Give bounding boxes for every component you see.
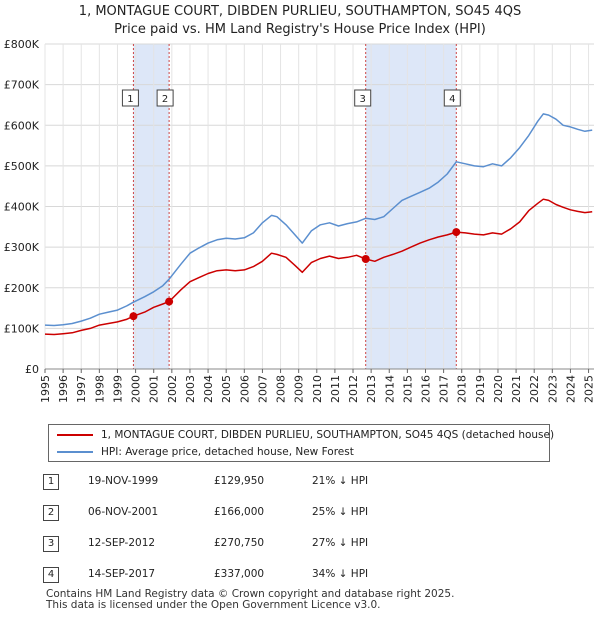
x-tick-label: 2017 (438, 375, 451, 403)
transaction-number: 2 (43, 505, 59, 521)
transaction-hpi-diff: 27% ↓ HPI (312, 537, 369, 549)
x-tick-label: 1997 (75, 375, 88, 403)
transaction-price: £166,000 (214, 506, 265, 518)
x-tick-label: 2015 (401, 375, 414, 403)
y-tick-label: £300K (4, 241, 40, 254)
sale-number-label: 2 (162, 94, 168, 105)
y-tick-label: £700K (4, 79, 40, 92)
hpi-line (44, 113, 593, 327)
y-tick-label: £100K (4, 322, 40, 335)
x-tick-label: 2011 (329, 375, 342, 403)
transaction-price: £337,000 (214, 568, 265, 580)
transaction-price: £129,950 (214, 475, 265, 487)
y-tick-label: £600K (4, 119, 40, 132)
transaction-date: 12-SEP-2012 (88, 537, 156, 549)
x-tick-label: 2002 (166, 375, 179, 403)
table-row: 4 14-SEP-2017 £337,000 34% ↓ HPI (0, 565, 600, 587)
x-tick-label: 1998 (93, 375, 106, 403)
sale-number-label: 4 (449, 94, 455, 105)
x-tick-label: 2025 (583, 375, 596, 403)
transaction-hpi-diff: 21% ↓ HPI (312, 475, 369, 487)
sale-point (129, 312, 138, 321)
x-tick-label: 2008 (275, 375, 288, 403)
sale-point (165, 297, 174, 306)
x-tick-label: 2020 (492, 375, 505, 403)
x-tick-label: 2013 (365, 375, 378, 403)
x-tick-label: 2004 (202, 375, 215, 403)
legend-swatch-hpi (57, 451, 93, 453)
table-row: 3 12-SEP-2012 £270,750 27% ↓ HPI (0, 534, 600, 556)
x-tick-label: 2003 (184, 375, 197, 403)
transaction-date: 06-NOV-2001 (88, 506, 159, 518)
footer-line1: Contains HM Land Registry data © Crown c… (46, 588, 455, 600)
legend: 1, MONTAGUE COURT, DIBDEN PURLIEU, SOUTH… (48, 424, 554, 462)
x-tick-label: 2000 (130, 375, 143, 403)
legend-label-property: 1, MONTAGUE COURT, DIBDEN PURLIEU, SOUTH… (101, 429, 555, 441)
footer-line2: This data is licensed under the Open Gov… (46, 599, 381, 611)
x-tick-label: 1999 (111, 375, 124, 403)
axes: £0 £100K £200K £300K £400K £500K £600K £700K £80… (4, 38, 596, 403)
sale-number-label: 1 (127, 94, 133, 105)
legend-label-hpi: HPI: Average price, detached house, New … (101, 446, 354, 458)
transaction-hpi-diff: 25% ↓ HPI (312, 506, 369, 518)
legend-item-property: 1, MONTAGUE COURT, DIBDEN PURLIEU, SOUTH… (57, 427, 554, 443)
sale-number-box (156, 89, 174, 107)
x-tick-label: 2016 (419, 375, 432, 403)
transaction-date: 19-NOV-1999 (88, 475, 159, 487)
sale-number-box (354, 89, 372, 107)
footer: Contains HM Land Registry data © Crown c… (46, 589, 454, 611)
property-line (44, 198, 593, 336)
x-tick-label: 1996 (57, 375, 70, 403)
x-tick-label: 1995 (39, 375, 52, 403)
x-tick-label: 2007 (256, 375, 269, 403)
y-tick-label: £500K (4, 160, 40, 173)
sale-number-box (443, 89, 461, 107)
x-tick-label: 2010 (311, 375, 324, 403)
x-tick-label: 2022 (528, 375, 541, 403)
transaction-number: 1 (43, 474, 59, 490)
x-tick-label: 2001 (148, 375, 161, 403)
sale-points (129, 228, 461, 321)
x-tick-label: 2009 (293, 375, 306, 403)
x-tick-label: 2018 (456, 375, 469, 403)
x-tick-label: 2006 (238, 375, 251, 403)
y-tick-label: £200K (4, 282, 40, 295)
y-tick-label: £400K (4, 201, 40, 214)
table-row: 1 19-NOV-1999 £129,950 21% ↓ HPI (0, 472, 600, 494)
chart-title: 1, MONTAGUE COURT, DIBDEN PURLIEU, SOUTH… (0, 3, 600, 39)
y-tick-label: £800K (4, 38, 40, 51)
chart-subtitle: Price paid vs. HM Land Registry's House … (114, 22, 486, 37)
x-tick-label: 2005 (220, 375, 233, 403)
transaction-price: £270,750 (214, 537, 265, 549)
sale-number-boxes: 1 2 3 4 (121, 89, 461, 107)
sale-point (452, 228, 461, 237)
table-row: 2 06-NOV-2001 £166,000 25% ↓ HPI (0, 503, 600, 525)
x-tick-label: 2012 (347, 375, 360, 403)
series-lines (44, 113, 593, 336)
transaction-date: 14-SEP-2017 (88, 568, 156, 580)
transaction-number: 4 (43, 567, 59, 583)
sale-number-box (121, 89, 139, 107)
chart-title-line1: 1, MONTAGUE COURT, DIBDEN PURLIEU, SOUTH… (78, 4, 522, 19)
x-tick-label: 2019 (474, 375, 487, 403)
x-tick-label: 2014 (383, 375, 396, 403)
y-tick-label: £0 (25, 363, 39, 376)
transaction-number: 3 (43, 536, 59, 552)
legend-swatch-property (57, 434, 93, 436)
transaction-hpi-diff: 34% ↓ HPI (312, 568, 369, 580)
x-tick-label: 2021 (510, 375, 523, 403)
sale-number-label: 3 (360, 94, 366, 105)
legend-item-hpi: HPI: Average price, detached house, New … (57, 444, 354, 460)
sale-point (361, 255, 370, 264)
x-tick-label: 2024 (564, 375, 577, 403)
x-tick-label: 2023 (546, 375, 559, 403)
price-chart: 1 2 3 4 £0 £100K £200K £300K £400K £500K £600K £70… (4, 38, 596, 403)
